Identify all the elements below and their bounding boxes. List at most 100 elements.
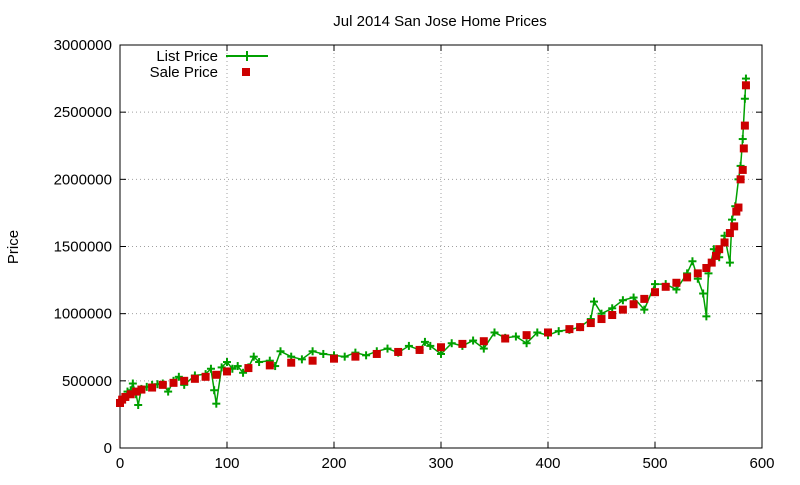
data-point-sale-price	[201, 372, 210, 381]
legend-label-list-price: List Price	[156, 48, 218, 65]
data-point-list-price	[239, 368, 248, 377]
data-point-sale-price	[711, 251, 720, 260]
data-point-list-price	[618, 296, 627, 305]
data-point-list-price	[741, 74, 750, 83]
data-point-list-price	[174, 372, 183, 381]
x-tick-label: 600	[749, 455, 774, 472]
data-point-list-price	[533, 328, 542, 337]
data-point-sale-price	[730, 222, 739, 231]
data-point-sale-price	[351, 352, 360, 361]
data-point-list-price	[206, 364, 215, 373]
data-point-list-price	[629, 293, 638, 302]
data-point-list-price	[249, 352, 258, 361]
data-point-list-price	[699, 289, 708, 298]
data-point-sale-price	[544, 328, 552, 337]
data-point-list-price	[728, 215, 737, 224]
data-point-list-price	[297, 355, 306, 364]
legend-label-sale-price: Sale Price	[150, 64, 218, 81]
data-point-sale-price	[330, 354, 338, 363]
data-point-sale-price	[458, 339, 467, 348]
data-point-sale-price	[180, 376, 189, 385]
data-point-sale-price	[702, 263, 711, 272]
data-point-sale-price	[565, 325, 574, 334]
y-tick-label: 1500000	[54, 239, 112, 256]
data-point-list-price	[590, 297, 599, 306]
data-point-sale-price	[651, 288, 659, 297]
data-point-sale-price	[693, 269, 702, 278]
data-point-list-price	[212, 399, 221, 408]
data-point-sale-price	[597, 315, 606, 324]
data-point-list-price	[447, 339, 456, 348]
data-point-sale-price	[715, 245, 724, 254]
data-point-sale-price	[169, 378, 178, 387]
data-point-list-price	[725, 258, 734, 267]
data-point-sale-price	[132, 387, 141, 396]
data-point-list-price	[362, 351, 371, 360]
data-point-list-price	[437, 349, 445, 358]
data-point-list-price	[383, 344, 392, 353]
x-tick-label: 400	[535, 455, 560, 472]
data-point-sale-price	[437, 343, 445, 352]
data-point-sale-price	[734, 203, 743, 212]
data-point-sale-price	[608, 311, 617, 320]
data-point-list-price	[740, 94, 749, 103]
data-point-sale-price	[415, 345, 424, 354]
data-point-sale-price	[522, 331, 531, 340]
data-point-list-price	[128, 379, 137, 388]
data-point-sale-price	[126, 390, 135, 399]
y-tick-label: 0	[104, 440, 112, 457]
data-point-sale-price	[732, 207, 741, 216]
data-point-list-price	[608, 304, 617, 313]
data-point-sale-price	[672, 278, 681, 287]
data-point-list-price	[319, 349, 328, 358]
series-sale-price	[116, 81, 750, 407]
data-point-list-price	[255, 358, 264, 367]
y-axis-label: Price	[5, 230, 22, 264]
data-point-list-price	[672, 285, 681, 294]
y-tick-label: 1000000	[54, 306, 112, 323]
data-point-sale-price	[661, 282, 670, 291]
data-point-sale-price	[738, 165, 747, 174]
data-point-list-price	[490, 328, 499, 337]
data-point-list-price	[554, 327, 563, 336]
data-point-sale-price	[372, 349, 381, 358]
data-point-sale-price	[287, 358, 296, 367]
data-point-sale-price	[158, 380, 167, 389]
data-point-list-price	[738, 135, 747, 144]
data-point-list-price	[640, 305, 649, 314]
data-point-sale-price	[629, 300, 638, 309]
data-point-sale-price	[394, 347, 403, 356]
data-point-list-price	[210, 386, 219, 395]
y-tick-label: 3000000	[54, 37, 112, 54]
x-tick-label: 0	[116, 455, 124, 472]
data-point-list-price	[469, 336, 478, 345]
data-point-sale-price	[190, 374, 199, 383]
data-point-sale-price	[741, 81, 750, 90]
data-point-sale-price	[740, 121, 749, 130]
tick-labels: 0 100 200 300 400 500 600 0 500000 1000000 1500000…	[54, 37, 775, 472]
x-tick-label: 500	[642, 455, 667, 472]
data-point-list-price	[651, 280, 659, 289]
data-point-list-price	[223, 358, 231, 367]
data-point-list-price	[134, 401, 143, 410]
data-point-sale-price	[121, 392, 130, 401]
data-point-sale-price	[736, 175, 745, 184]
x-tick-label: 300	[428, 455, 453, 472]
data-point-list-price	[164, 387, 173, 396]
y-tick-label: 2500000	[54, 104, 112, 121]
data-point-list-price	[276, 347, 285, 356]
data-point-list-price	[420, 337, 429, 346]
data-point-sale-price	[720, 238, 729, 247]
data-point-list-price	[511, 332, 520, 341]
data-point-sale-price	[739, 144, 748, 153]
data-point-sale-price	[725, 229, 734, 238]
data-point-sale-price	[586, 319, 595, 328]
data-point-sale-price	[223, 367, 231, 376]
data-point-list-price	[479, 344, 488, 353]
data-point-sale-price	[244, 364, 253, 373]
data-point-list-price	[426, 341, 435, 350]
y-tick-label: 500000	[62, 373, 112, 390]
